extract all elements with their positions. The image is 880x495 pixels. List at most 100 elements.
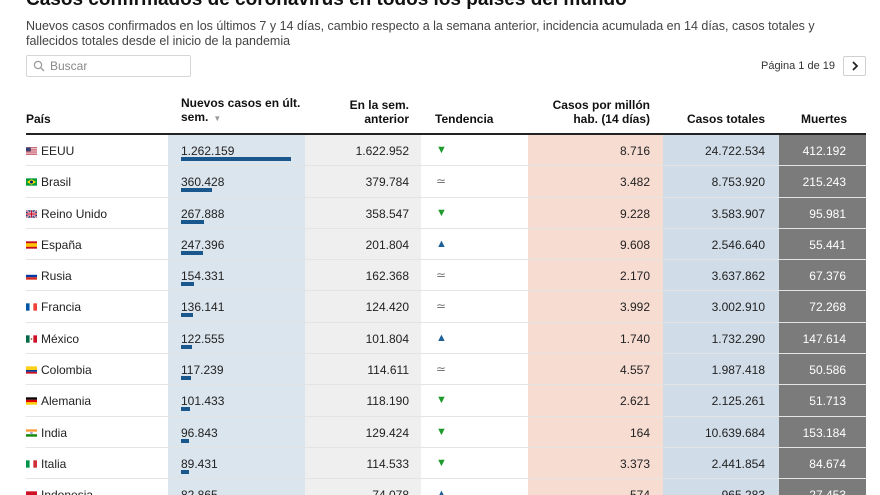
- new-cases-cell: 247.396: [181, 237, 225, 252]
- prev-week-cell: 1.622.952: [355, 144, 409, 158]
- new-cases-cell: 1.262.159: [181, 144, 235, 158]
- per-million-bg: [528, 385, 663, 416]
- trend-flat-icon: ≃: [436, 299, 447, 314]
- new-cases-bar: [181, 344, 192, 349]
- total-bg: [663, 197, 779, 228]
- country-name: México: [41, 331, 80, 346]
- flag-es-icon: [26, 241, 37, 249]
- total-bg: [663, 166, 779, 197]
- search-icon: [33, 60, 45, 72]
- flag-us-icon: [26, 147, 37, 155]
- prev-week-bg: [305, 479, 421, 495]
- header-prev-week[interactable]: En la sem. anterior: [349, 98, 409, 126]
- new-cases-cell: 122.555: [181, 331, 225, 346]
- deaths-cell: 147.614: [802, 331, 846, 346]
- table-header: País Nuevos casos en últ. sem. ▼ En la se…: [26, 94, 866, 135]
- deaths-cell: 84.674: [809, 456, 846, 471]
- deaths-bg: [779, 479, 866, 495]
- header-country[interactable]: País: [26, 112, 51, 126]
- search-box[interactable]: [26, 55, 191, 77]
- country-name: Brasil: [41, 175, 72, 190]
- table-body: EEUU 1.262.159 1.622.952 ▼ 8.716 24.722.…: [26, 135, 866, 495]
- header-new-cases-label: Nuevos casos en últ. sem.: [181, 96, 301, 124]
- total-cases-cell: 2.546.640: [711, 237, 765, 252]
- prev-week-cell: 162.368: [365, 269, 409, 284]
- total-bg: [663, 447, 779, 479]
- header-per-million[interactable]: Casos por millón hab. (14 días): [552, 98, 650, 126]
- new-cases-bar: [181, 313, 193, 318]
- per-million-cell: 4.557: [619, 363, 650, 378]
- per-million-bg: [528, 479, 663, 495]
- table-row[interactable]: Reino Unido 267.888 358.547 ▼ 9.228 3.58…: [26, 197, 866, 229]
- deaths-bg: [779, 260, 866, 291]
- deaths-bg: [779, 416, 866, 447]
- table-row[interactable]: EEUU 1.262.159 1.622.952 ▼ 8.716 24.722.…: [26, 135, 866, 167]
- per-million-bg: [528, 135, 663, 166]
- country-cell: Colombia: [26, 363, 92, 377]
- search-input[interactable]: [50, 59, 180, 73]
- header-new-cases[interactable]: Nuevos casos en últ. sem. ▼: [181, 96, 306, 126]
- total-bg: [663, 354, 779, 385]
- new-cases-cell: 360.428: [181, 175, 225, 190]
- table-row[interactable]: Indonesia 82.865 74.078 ▲ 574 965.283 27…: [26, 479, 866, 495]
- total-cases-cell: 2.441.854: [711, 456, 765, 471]
- flag-fr-icon: [26, 303, 37, 312]
- next-page-button[interactable]: [843, 56, 866, 76]
- flag-mx-icon: [26, 335, 37, 343]
- prev-week-bg: [305, 197, 421, 228]
- table-row[interactable]: India 96.843 129.424 ▼ 164 10.639.684 15…: [26, 416, 866, 448]
- flag-it-icon: [26, 460, 37, 468]
- country-cell: India: [26, 426, 67, 440]
- page-subtitle: Nuevos casos confirmados en los últimos …: [26, 19, 815, 48]
- pagination: Página 1 de 19: [761, 56, 866, 76]
- deaths-bg: [779, 354, 866, 385]
- prev-week-cell: 379.784: [365, 175, 409, 190]
- header-trend[interactable]: Tendencia: [435, 112, 494, 126]
- table-row[interactable]: Italia 89.431 114.533 ▼ 3.373 2.441.854 …: [26, 447, 866, 480]
- prev-week-bg: [305, 166, 421, 197]
- prev-week-cell: 358.547: [365, 206, 409, 221]
- per-million-cell: 2.170: [619, 269, 650, 284]
- table-row[interactable]: México 122.555 101.804 ▲ 1.740 1.732.290…: [26, 322, 866, 355]
- per-million-cell: 3.373: [619, 456, 650, 471]
- new-cases-cell: 89.431: [181, 456, 218, 471]
- trend-up-icon: ▲: [436, 331, 447, 344]
- total-bg: [663, 322, 779, 354]
- table-row[interactable]: Rusia 154.331 162.368 ≃ 2.170 3.637.862 …: [26, 260, 866, 292]
- deaths-cell: 55.441: [809, 237, 846, 252]
- prev-week-bg: [305, 135, 421, 166]
- total-bg: [663, 416, 779, 447]
- new-cases-bar: [181, 376, 191, 381]
- new-cases-cell: 154.331: [181, 269, 225, 284]
- table-row[interactable]: España 247.396 201.804 ▲ 9.608 2.546.640…: [26, 228, 866, 261]
- new-cases-bg: [168, 447, 305, 479]
- new-cases-bar: [181, 407, 190, 412]
- country-cell: Brasil: [26, 175, 71, 189]
- page-title: Casos confirmados de coronavirus en todo…: [26, 0, 627, 11]
- table-row[interactable]: Francia 136.141 124.420 ≃ 3.992 3.002.91…: [26, 291, 866, 323]
- table-row[interactable]: Alemania 101.433 118.190 ▼ 2.621 2.125.2…: [26, 385, 866, 417]
- header-total[interactable]: Casos totales: [686, 112, 765, 126]
- prev-week-bg: [305, 291, 421, 322]
- table-row[interactable]: Brasil 360.428 379.784 ≃ 3.482 8.753.920…: [26, 166, 866, 198]
- new-cases-cell: 117.239: [181, 363, 224, 378]
- per-million-bg: [528, 260, 663, 291]
- new-cases-cell: 136.141: [181, 300, 225, 315]
- prev-week-bg: [305, 260, 421, 291]
- per-million-bg: [528, 322, 663, 354]
- prev-week-bg: [305, 354, 421, 385]
- deaths-cell: 72.268: [809, 300, 846, 315]
- per-million-cell: 3.482: [619, 175, 650, 190]
- page-indicator: Página 1 de 19: [760, 60, 835, 72]
- new-cases-bar: [181, 188, 212, 193]
- deaths-cell: 215.243: [802, 175, 846, 190]
- covid-table: País Nuevos casos en últ. sem. ▼ En la se…: [26, 94, 866, 495]
- new-cases-bar: [181, 469, 189, 474]
- per-million-cell: 9.608: [619, 237, 650, 252]
- table-row[interactable]: Colombia 117.239 114.611 ≃ 4.557 1.987.4…: [26, 354, 866, 386]
- header-deaths[interactable]: Muertes: [800, 112, 847, 126]
- total-cases-cell: 3.583.907: [711, 206, 765, 221]
- flag-id-icon: [26, 491, 37, 495]
- country-name: Francia: [41, 300, 82, 315]
- deaths-bg: [779, 166, 866, 197]
